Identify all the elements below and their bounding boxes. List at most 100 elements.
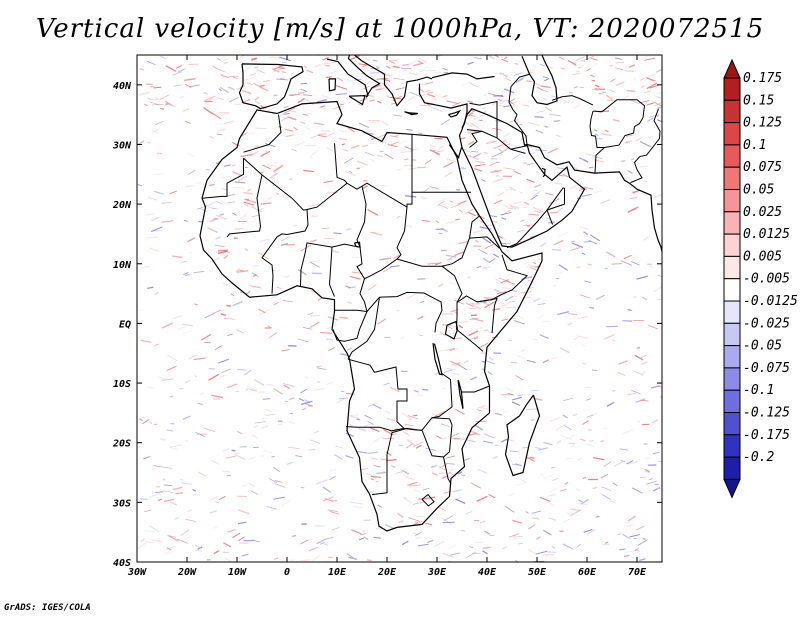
field-stroke — [440, 463, 448, 468]
field-stroke — [218, 358, 230, 364]
country-border — [546, 187, 565, 225]
field-stroke — [431, 472, 438, 476]
field-stroke — [508, 203, 520, 209]
field-stroke — [467, 130, 478, 133]
field-stroke — [526, 80, 532, 83]
field-stroke — [183, 536, 190, 540]
field-stroke — [347, 301, 353, 304]
field-stroke — [194, 544, 202, 549]
field-stroke — [348, 170, 353, 174]
field-stroke — [496, 94, 504, 98]
field-stroke — [642, 537, 646, 540]
field-stroke — [618, 360, 628, 365]
field-stroke — [445, 254, 457, 258]
country-border — [413, 372, 453, 431]
field-stroke — [227, 193, 235, 197]
field-stroke — [434, 410, 446, 418]
field-stroke — [246, 385, 257, 391]
field-stroke — [207, 200, 218, 207]
field-stroke — [152, 128, 159, 133]
field-stroke — [418, 543, 429, 547]
field-stroke — [601, 133, 612, 137]
field-stroke — [591, 369, 598, 371]
field-stroke — [175, 492, 184, 495]
country-border — [592, 99, 646, 148]
field-stroke — [509, 186, 516, 192]
field-stroke — [430, 150, 441, 157]
field-stroke — [639, 476, 646, 479]
field-stroke — [614, 67, 624, 71]
field-stroke — [174, 516, 180, 520]
colorbar-segment — [723, 233, 741, 257]
field-stroke — [182, 323, 193, 327]
field-stroke — [470, 376, 477, 381]
colorbar-label: 0.05 — [743, 183, 774, 198]
field-stroke — [528, 524, 536, 530]
colorbar-label: -0.05 — [743, 339, 782, 354]
field-stroke — [393, 254, 400, 259]
field-stroke — [216, 214, 227, 220]
field-stroke — [467, 100, 473, 103]
field-stroke — [467, 432, 478, 437]
field-stroke — [460, 137, 466, 140]
field-stroke — [364, 414, 372, 420]
field-stroke — [467, 154, 479, 161]
field-stroke — [389, 96, 402, 100]
field-stroke — [535, 129, 544, 134]
field-stroke — [577, 63, 584, 67]
field-stroke — [645, 480, 657, 485]
field-stroke — [639, 354, 647, 359]
field-stroke — [219, 86, 230, 94]
field-stroke — [226, 304, 232, 307]
field-stroke — [517, 229, 525, 233]
lon-tick-label: 20E — [377, 567, 397, 578]
field-stroke — [178, 387, 184, 390]
field-stroke — [140, 266, 151, 268]
field-stroke — [188, 354, 197, 360]
field-stroke — [248, 457, 256, 460]
field-stroke — [262, 139, 274, 143]
field-stroke — [180, 482, 192, 485]
field-stroke — [433, 370, 442, 376]
field-stroke — [503, 87, 511, 91]
field-stroke — [505, 295, 514, 302]
field-stroke — [283, 106, 289, 108]
field-stroke — [630, 158, 635, 161]
field-stroke — [642, 236, 650, 241]
field-stroke — [416, 463, 423, 468]
field-stroke — [549, 494, 557, 497]
field-stroke — [254, 66, 259, 69]
field-stroke — [244, 77, 254, 81]
field-stroke — [367, 208, 379, 216]
field-stroke — [305, 127, 311, 131]
field-stroke — [559, 347, 570, 354]
field-stroke — [254, 100, 261, 105]
lat-tick-label: 30N — [112, 140, 132, 151]
field-stroke — [325, 76, 332, 79]
field-stroke — [368, 365, 378, 369]
colorbar-segment — [723, 189, 741, 213]
field-stroke — [558, 174, 564, 177]
field-stroke — [366, 472, 377, 479]
field-stroke — [419, 300, 425, 304]
field-stroke — [166, 365, 177, 371]
field-stroke — [290, 93, 300, 96]
field-stroke — [509, 119, 519, 123]
lon-tick-label: 0 — [284, 567, 290, 578]
coastline — [526, 143, 662, 252]
field-stroke — [317, 380, 321, 383]
field-stroke — [230, 293, 235, 297]
field-stroke — [367, 402, 376, 408]
field-stroke — [656, 96, 662, 99]
field-stroke — [512, 463, 520, 466]
field-stroke — [208, 219, 215, 223]
field-stroke — [254, 96, 260, 101]
field-stroke — [278, 67, 285, 69]
country-border — [456, 329, 484, 352]
field-stroke — [325, 536, 334, 540]
field-stroke — [153, 465, 162, 468]
coastline — [444, 320, 459, 340]
field-stroke — [404, 423, 414, 427]
field-stroke — [237, 368, 247, 371]
country-border — [462, 385, 490, 393]
